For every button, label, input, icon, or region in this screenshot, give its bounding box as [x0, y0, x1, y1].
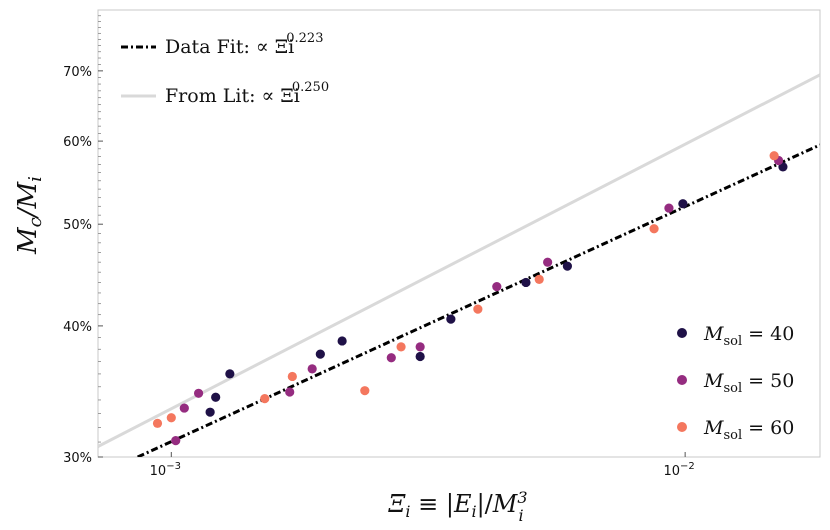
legend-marker-msol-60	[677, 422, 687, 432]
y-tick-label: 60%	[63, 135, 92, 150]
data-point-msol-40	[337, 336, 347, 346]
data-fit-line	[137, 143, 820, 457]
data-point-msol-40	[415, 351, 425, 362]
y-tick-label: 70%	[63, 65, 92, 80]
legend-marker-msol-40	[677, 328, 687, 338]
y-tick-label: 50%	[63, 218, 92, 233]
legend-marker-msol-50	[677, 375, 687, 385]
y-tick-label: 40%	[63, 320, 92, 335]
data-point-msol-50	[285, 387, 295, 397]
legend-series-label: Msol = 50	[703, 370, 794, 396]
data-point-msol-60	[152, 418, 163, 428]
data-point-msol-50	[307, 364, 317, 374]
data-point-msol-40	[446, 314, 456, 324]
legend-series-label: Msol = 40	[703, 323, 794, 349]
data-point-msol-60	[534, 274, 544, 284]
data-point-msol-50	[386, 353, 396, 363]
data-point-msol-60	[287, 371, 297, 382]
literature-line	[98, 73, 820, 448]
legend-series: Msol = 40 Msol = 50 Msol = 60	[677, 323, 794, 443]
data-point-msol-40	[211, 392, 221, 402]
data-point-msol-60	[360, 386, 370, 396]
data-point-msol-40	[225, 369, 235, 379]
legend-series-label: Msol = 60	[703, 417, 794, 443]
data-point-msol-50	[415, 342, 425, 352]
data-point-msol-50	[193, 388, 204, 398]
y-tick-label: 30%	[63, 451, 92, 466]
data-point-msol-40	[521, 277, 531, 288]
legend-fit-label: From Lit: ∝ Ξi0.250	[165, 80, 329, 107]
x-tick-label: 10−2	[663, 461, 694, 479]
data-point-msol-60	[473, 304, 483, 314]
data-point-msol-50	[664, 203, 674, 213]
data-point-msol-40	[315, 349, 325, 359]
y-axis-label: Mc/Mi	[13, 176, 46, 255]
data-point-msol-50	[179, 403, 189, 413]
data-point-msol-40	[205, 407, 215, 417]
x-tick-label: 10−3	[150, 461, 181, 479]
data-point-msol-60	[769, 151, 779, 161]
data-point-msol-60	[166, 413, 176, 423]
data-point-msol-50	[492, 282, 502, 292]
data-point-msol-50	[171, 435, 181, 446]
data-point-msol-50	[543, 257, 553, 267]
data-point-msol-60	[649, 224, 659, 234]
plot-frame	[97, 9, 821, 458]
x-axis-label: Ξi ≡ |Ei|/M3 i	[387, 488, 527, 525]
data-point-msol-40	[562, 261, 572, 271]
data-point-msol-60	[396, 342, 406, 352]
data-point-msol-40	[678, 199, 688, 209]
data-point-msol-60	[260, 394, 270, 404]
